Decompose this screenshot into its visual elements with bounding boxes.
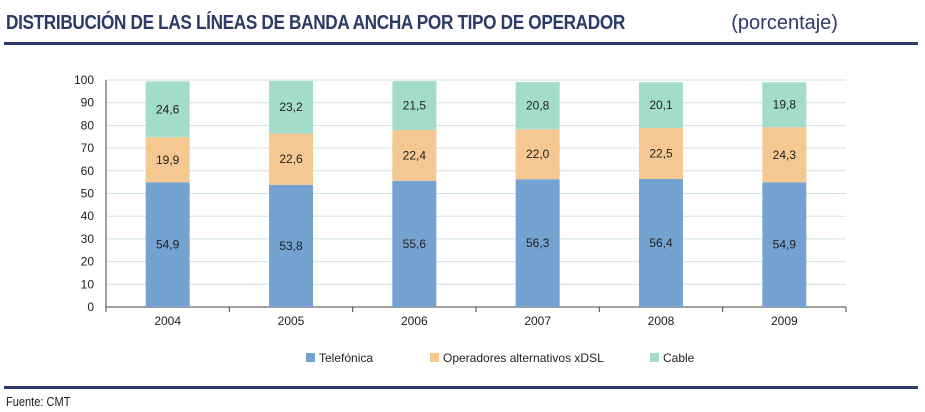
data-label: 53,8 (279, 239, 303, 253)
y-tick-label: 10 (81, 277, 95, 291)
data-label: 19,8 (773, 98, 797, 112)
bar-cable (145, 81, 190, 138)
bar-telefonica (145, 182, 190, 307)
source-note: Fuente: CMT (6, 394, 71, 409)
y-tick-label: 50 (81, 187, 95, 201)
y-tick-label: 30 (81, 232, 95, 246)
data-label: 54,9 (773, 238, 797, 252)
y-tick-label: 60 (81, 164, 95, 178)
y-tick-label: 40 (81, 209, 95, 223)
y-tick-label: 0 (87, 300, 94, 314)
bar-telefonica (392, 180, 437, 307)
legend-label: Telefónica (319, 351, 373, 365)
x-tick-label: 2008 (648, 314, 675, 328)
data-label: 56,3 (526, 236, 550, 250)
data-label: 22,0 (526, 147, 550, 161)
bar-cable (269, 80, 313, 134)
bar-cable (392, 81, 437, 130)
chart-title: DISTRIBUCIÓN DE LAS LÍNEAS DE BANDA ANCH… (6, 12, 838, 35)
bar-cable (639, 82, 683, 128)
data-label: 19,9 (156, 153, 180, 167)
bar-telefonica (515, 179, 560, 307)
y-tick-label: 70 (81, 141, 95, 155)
legend-swatch-alternativos (430, 353, 439, 362)
x-tick-label: 2009 (771, 314, 798, 328)
data-label: 22,4 (403, 148, 427, 162)
bar-alternativos (639, 127, 683, 179)
stacked-bar-chart: 0 10 20 30 40 50 60 70 80 90 100 54,9 19,9 24,6 2004 53… (74, 73, 847, 365)
y-tick-label: 100 (74, 73, 94, 87)
bar-cable (762, 82, 807, 128)
y-tick-label: 90 (81, 96, 95, 110)
bar-alternativos (392, 129, 437, 181)
legend-label: Operadores alternativos xDSL (443, 351, 604, 365)
bar-alternativos (762, 127, 807, 183)
legend-label: Cable (663, 351, 695, 365)
title-divider (4, 42, 918, 45)
chart-title-unit: (porcentaje) (731, 12, 838, 34)
bar-telefonica (269, 184, 313, 307)
data-label: 22,5 (649, 146, 673, 160)
legend-swatch-cable (650, 353, 659, 362)
legend-swatch-telefonica (306, 353, 315, 362)
bar-cable (515, 82, 560, 130)
data-label: 22,6 (279, 152, 303, 166)
x-tick-label: 2006 (401, 314, 428, 328)
data-label: 55,6 (403, 237, 427, 251)
data-label: 24,6 (156, 102, 180, 116)
x-tick-label: 2007 (524, 314, 551, 328)
footer-divider (4, 386, 918, 389)
x-tick-label: 2004 (154, 314, 181, 328)
data-label: 20,8 (526, 99, 550, 113)
y-tick-label: 20 (81, 255, 95, 269)
bar-telefonica (639, 178, 683, 307)
data-label: 24,3 (773, 148, 797, 162)
data-label: 56,4 (649, 236, 673, 250)
y-tick-label: 80 (81, 118, 95, 132)
bar-alternativos (269, 133, 313, 185)
data-label: 20,1 (649, 98, 673, 112)
x-tick-label: 2005 (278, 314, 305, 328)
bar-alternativos (145, 137, 190, 183)
data-label: 21,5 (403, 99, 427, 113)
chart-title-main: DISTRIBUCIÓN DE LAS LÍNEAS DE BANDA ANCH… (6, 12, 625, 34)
bar-telefonica (762, 182, 807, 307)
data-label: 54,9 (156, 238, 180, 252)
bar-alternativos (515, 129, 560, 180)
data-label: 23,2 (279, 100, 303, 114)
